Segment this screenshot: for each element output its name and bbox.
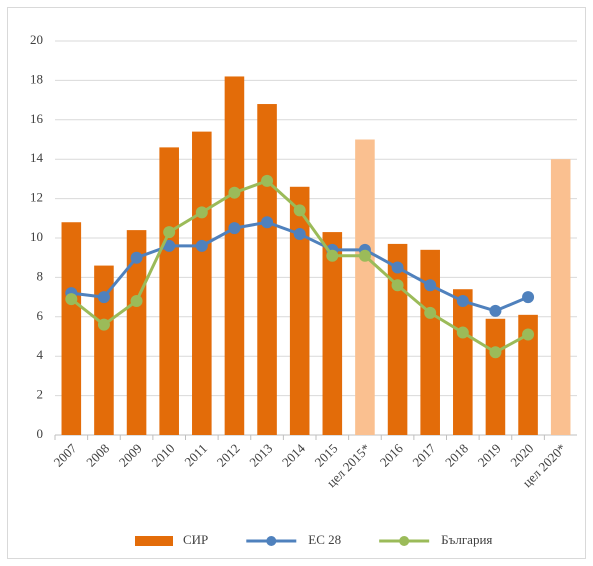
bar (485, 318, 506, 435)
line-marker (228, 186, 241, 199)
bar (453, 289, 473, 435)
line-marker (195, 206, 208, 219)
line-marker (391, 261, 404, 274)
legend-marker (399, 536, 410, 546)
y-tick-label: 12 (30, 190, 43, 205)
bar (289, 186, 310, 435)
y-tick-label: 14 (30, 150, 44, 165)
line-marker (97, 318, 110, 331)
y-tick-label: 2 (37, 387, 44, 402)
line-marker (261, 174, 274, 187)
bar (224, 76, 245, 436)
bar (518, 314, 538, 435)
line-marker (130, 295, 143, 308)
y-tick-label: 4 (37, 347, 44, 362)
bar (192, 131, 212, 435)
bar (257, 104, 277, 435)
line-marker (522, 291, 535, 304)
line-marker (163, 239, 176, 252)
bar (355, 139, 375, 435)
bar (94, 265, 114, 435)
line-marker (97, 291, 110, 304)
line-marker (424, 306, 437, 319)
y-tick-label: 16 (30, 111, 44, 126)
line-marker (456, 295, 469, 308)
y-tick-label: 6 (37, 308, 44, 323)
line-marker (293, 228, 306, 241)
legend-swatch (135, 536, 173, 546)
bar (550, 159, 571, 435)
line-marker (261, 216, 274, 229)
line-marker (228, 222, 241, 235)
line-marker (65, 293, 78, 306)
bar (322, 232, 343, 435)
legend-marker (266, 536, 277, 546)
legend-label: ЕС 28 (308, 532, 341, 547)
line-marker (424, 279, 437, 292)
y-tick-label: 10 (30, 229, 43, 244)
legend-label: СИР (183, 532, 208, 547)
line-marker (358, 249, 371, 262)
y-tick-label: 0 (37, 426, 44, 441)
y-tick-label: 18 (30, 71, 43, 86)
bar (126, 230, 147, 435)
line-marker (130, 251, 143, 264)
bar (420, 249, 440, 435)
bar (159, 147, 179, 435)
bar (61, 222, 82, 435)
line-marker (195, 239, 208, 252)
line-marker (293, 204, 306, 217)
line-marker (489, 346, 502, 359)
legend-label: България (441, 532, 492, 547)
line-marker (391, 279, 404, 292)
line-marker (489, 304, 502, 317)
line-marker (163, 226, 176, 239)
bar (387, 243, 408, 435)
y-tick-label: 20 (30, 32, 43, 47)
line-marker (522, 328, 535, 341)
line-marker (326, 249, 339, 262)
line-marker (456, 326, 469, 339)
y-tick-label: 8 (37, 268, 44, 283)
